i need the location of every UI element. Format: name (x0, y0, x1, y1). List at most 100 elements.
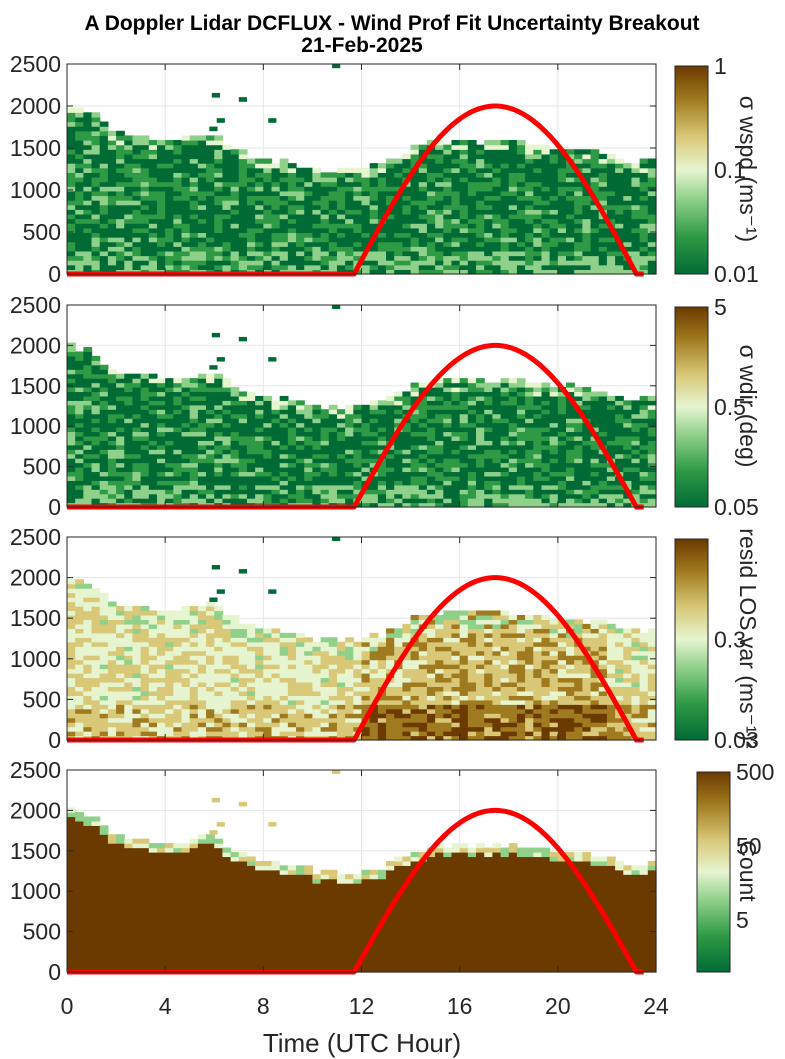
heatmap-cell (304, 264, 314, 270)
heatmap-cell (394, 489, 404, 495)
heatmap-cell (557, 440, 567, 446)
heatmap-cell (124, 181, 134, 187)
heatmap-cell (206, 493, 215, 499)
heatmap-cell (508, 181, 518, 187)
heatmap-cell (238, 677, 248, 683)
heatmap-cell (287, 163, 297, 169)
heatmap-cell (181, 176, 191, 183)
heatmap-cell (426, 218, 436, 224)
heatmap-cell (165, 431, 174, 437)
heatmap-cell (492, 264, 502, 270)
heatmap-cell (246, 681, 256, 688)
heatmap-cell (451, 471, 461, 477)
heatmap-cell (312, 195, 322, 201)
heatmap-cell (214, 686, 224, 692)
heatmap-cell (271, 646, 281, 652)
heatmap-cell (116, 378, 125, 384)
heatmap-cell (435, 413, 444, 419)
heatmap-cell (181, 695, 191, 701)
heatmap-cell (116, 606, 125, 612)
heatmap-cell (156, 498, 166, 504)
heatmap-cell (206, 232, 215, 238)
heatmap-cell (549, 167, 559, 173)
heatmap-cell (238, 695, 248, 701)
heatmap-cell (500, 422, 510, 428)
heatmap-cell (189, 699, 199, 705)
heatmap-cell (345, 413, 354, 419)
heatmap-cell (459, 444, 469, 450)
heatmap-cell (99, 395, 109, 401)
heatmap-cell (492, 237, 502, 243)
heatmap-cell (508, 186, 518, 192)
heatmap-cell (369, 264, 379, 270)
heatmap-cell (296, 223, 305, 229)
heatmap-cell (156, 232, 166, 238)
heatmap-cell (451, 163, 461, 169)
heatmap-cell (99, 369, 109, 375)
heatmap-cell (500, 149, 510, 155)
heatmap-cell (116, 453, 125, 459)
heatmap-cell (615, 462, 624, 468)
heatmap-cell (451, 200, 461, 206)
heatmap-cell (173, 498, 183, 504)
heatmap-cell (369, 435, 379, 441)
heatmap-cell (377, 204, 387, 210)
heatmap-cell (287, 246, 297, 252)
heatmap-cell (107, 130, 117, 136)
heatmap-cell (353, 209, 363, 215)
heatmap-cell (255, 400, 264, 406)
heatmap-cell (148, 250, 158, 257)
heatmap-cell (197, 726, 207, 732)
heatmap-cell (516, 218, 526, 224)
heatmap-cell (132, 655, 142, 661)
heatmap-cell (394, 237, 404, 243)
heatmap-cell (67, 493, 76, 499)
heatmap-cell (566, 163, 575, 169)
heatmap-cell (107, 158, 117, 164)
heatmap-cell (590, 232, 600, 238)
heatmap-cell (214, 260, 224, 266)
figure-title-line1: A Doppler Lidar DCFLUX - Wind Prof Fit U… (84, 12, 699, 35)
heatmap-cell (492, 269, 502, 275)
heatmap-cell (83, 250, 93, 257)
heatmap-cell (582, 260, 592, 266)
heatmap-cell (500, 395, 510, 401)
heatmap-cell (386, 218, 395, 224)
heatmap-cell (615, 223, 624, 229)
heatmap-cell (451, 246, 461, 252)
heatmap-cell (156, 413, 166, 419)
heatmap-cell (590, 484, 600, 490)
heatmap-cell (410, 172, 420, 178)
heatmap-cell (410, 382, 420, 388)
heatmap-cell (435, 475, 444, 481)
heatmap-cell (156, 444, 166, 450)
heatmap-cell (222, 722, 232, 728)
heatmap-cell (590, 471, 600, 477)
heatmap-cell (467, 255, 477, 261)
heatmap-cell (83, 453, 93, 459)
heatmap-cell (222, 223, 232, 229)
heatmap-cell (83, 264, 93, 270)
heatmap-cell (206, 382, 215, 388)
heatmap-cell (222, 246, 232, 252)
heatmap-cell (206, 659, 215, 665)
heatmap-cell (67, 453, 76, 459)
heatmap-cell (525, 493, 534, 499)
heatmap-cell (369, 190, 379, 197)
heatmap-cell (345, 255, 354, 261)
heatmap-cell (99, 364, 109, 370)
heatmap-cell (263, 404, 273, 410)
heatmap-cell (238, 190, 248, 197)
heatmap-cell (467, 502, 477, 508)
heatmap-cell (639, 190, 649, 197)
heatmap-cell (549, 462, 559, 468)
heatmap-cell (255, 232, 264, 238)
heatmap-cell (222, 659, 232, 665)
heatmap-cell (426, 484, 436, 490)
heatmap-cell (320, 493, 330, 499)
heatmap-cell (476, 213, 485, 220)
heatmap-cell (75, 444, 84, 450)
heatmap-cell (541, 467, 551, 473)
heatmap-cell (296, 632, 305, 638)
heatmap-cell (271, 418, 281, 424)
